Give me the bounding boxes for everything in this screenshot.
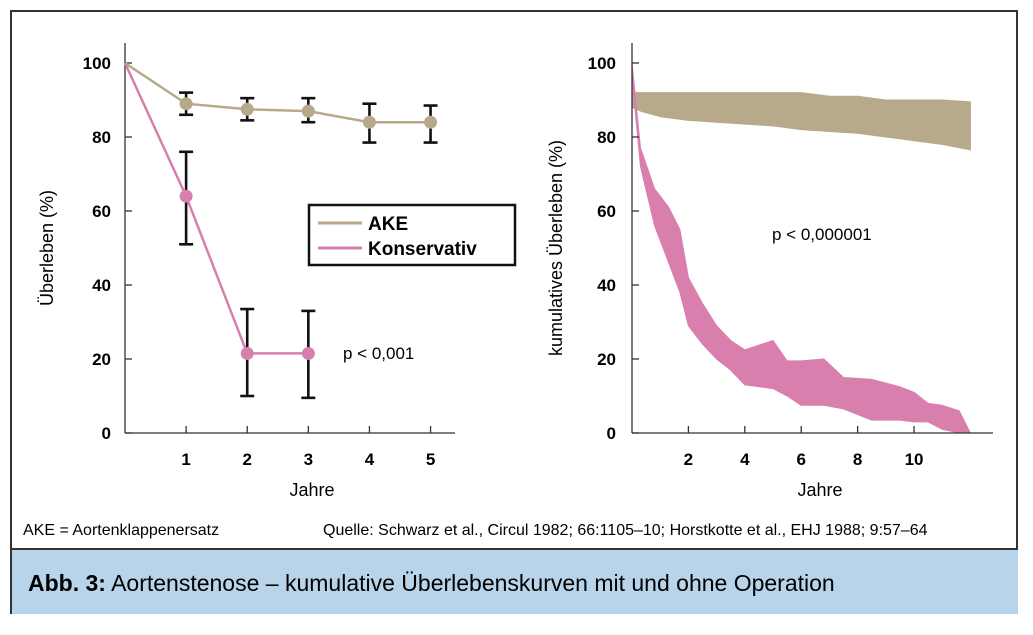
chart1-series-line-1 xyxy=(123,62,309,355)
chart1-legend-label: AKE xyxy=(368,214,408,235)
chart2-y-tick-label: 40 xyxy=(597,276,616,295)
footnote-source: Quelle: Schwarz et al., Circul 1982; 66:… xyxy=(323,522,928,539)
chart1-y-tick-label: 60 xyxy=(92,202,111,221)
chart1-y-tick-label: 0 xyxy=(102,424,111,443)
chart1-data-point xyxy=(362,115,376,129)
chart1-data-point xyxy=(179,189,193,203)
chart1-p-value: p < 0,001 xyxy=(343,344,414,363)
chart2-y-tick-label: 0 xyxy=(607,424,616,443)
footnote-abbreviation: AKE = Aortenklappenersatz xyxy=(23,522,220,539)
chart2-x-tick-label: 8 xyxy=(853,450,862,469)
chart1-y-tick-label: 80 xyxy=(92,128,111,147)
chart1-x-tick-label: 3 xyxy=(304,450,313,469)
chart2-y-axis-label: kumulatives Überleben (%) xyxy=(546,140,566,356)
chart2-y-tick-label: 100 xyxy=(588,54,616,73)
chart2-x-tick-label: 2 xyxy=(684,450,693,469)
chart1-y-axis-label: Überleben (%) xyxy=(37,190,57,306)
chart1-x-tick-label: 1 xyxy=(181,450,190,469)
chart2-x-tick-label: 10 xyxy=(905,450,924,469)
chart1-data-point xyxy=(240,346,254,360)
chart1-series-line-0 xyxy=(124,61,431,124)
chart1-x-tick-label: 4 xyxy=(365,450,375,469)
chart1-data-point xyxy=(179,97,193,111)
chart2-x-axis-label: Jahre xyxy=(797,480,842,500)
chart1-data-point xyxy=(301,346,315,360)
figure-caption: Abb. 3: Aortenstenose – kumulative Überl… xyxy=(12,548,1018,614)
chart1-data-point xyxy=(424,115,438,129)
chart1-y-tick-label: 100 xyxy=(83,54,111,73)
chart2-p-value: p < 0,000001 xyxy=(772,225,872,244)
caption-text: Aortenstenose – kumulative Überlebenskur… xyxy=(105,570,835,596)
chart2-y-tick-label: 20 xyxy=(597,350,616,369)
chart2-x-tick-label: 6 xyxy=(796,450,805,469)
chart1-x-tick-label: 2 xyxy=(242,450,251,469)
caption-prefix: Abb. 3: xyxy=(28,570,106,596)
chart1-x-axis-label: Jahre xyxy=(289,480,334,500)
chart1-x-tick-label: 5 xyxy=(426,450,435,469)
chart2-band-0 xyxy=(631,92,971,151)
chart2-y-tick-label: 80 xyxy=(597,128,616,147)
chart2-x-tick-label: 4 xyxy=(740,450,750,469)
chart1-legend-label: Konservativ xyxy=(368,239,477,260)
chart1-y-tick-label: 40 xyxy=(92,276,111,295)
chart1-data-point xyxy=(301,104,315,118)
chart2-y-tick-label: 60 xyxy=(597,202,616,221)
chart1-data-point xyxy=(240,102,254,116)
chart1-y-tick-label: 20 xyxy=(92,350,111,369)
chart1-legend-box xyxy=(307,203,517,267)
